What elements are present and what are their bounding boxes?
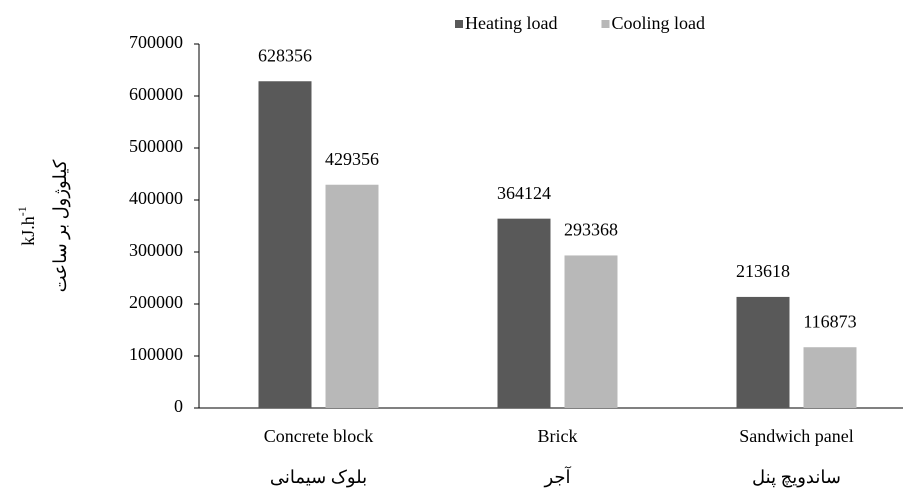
y-tick-label: 100000 [129, 344, 183, 364]
bar [497, 218, 551, 408]
x-tick-label: Brick [538, 426, 578, 446]
x-tick-label: Concrete block [264, 426, 373, 446]
legend-label: Cooling load [611, 13, 705, 33]
x-tick-label-secondary: بلوک سیمانی [270, 467, 367, 488]
bar [564, 255, 618, 408]
y-tick-label: 200000 [129, 292, 183, 312]
x-tick-label: Sandwich panel [739, 426, 853, 446]
y-axis-label-main: kJ.h [18, 216, 38, 246]
x-tick-label-secondary: آجر [543, 466, 571, 488]
bar [258, 81, 312, 408]
legend-swatch [455, 20, 463, 28]
bar [736, 296, 790, 408]
bar [325, 184, 379, 408]
y-axis-label-secondary: کیلوژول بر ساعت [50, 159, 71, 292]
legend-swatch [601, 20, 610, 28]
value-label: 293368 [564, 220, 618, 240]
y-tick-label: 400000 [129, 188, 183, 208]
y-axis-label-sup: -1 [15, 206, 29, 216]
value-label: 429356 [325, 149, 379, 169]
x-tick-label-secondary: ساندویچ پنل [752, 467, 841, 488]
y-tick-label: 0 [174, 396, 183, 416]
legend-label: Heating load [465, 13, 557, 33]
value-label: 213618 [736, 261, 790, 281]
y-tick-label: 300000 [129, 240, 183, 260]
y-tick-label: 500000 [129, 136, 183, 156]
y-tick-label: 700000 [129, 32, 183, 52]
y-tick-label: 600000 [129, 84, 183, 104]
value-label: 628356 [258, 45, 312, 65]
value-label: 364124 [497, 183, 551, 203]
value-label: 116873 [803, 311, 856, 331]
y-axis-label: kJ.h-1 [15, 206, 38, 246]
bar [803, 347, 857, 408]
